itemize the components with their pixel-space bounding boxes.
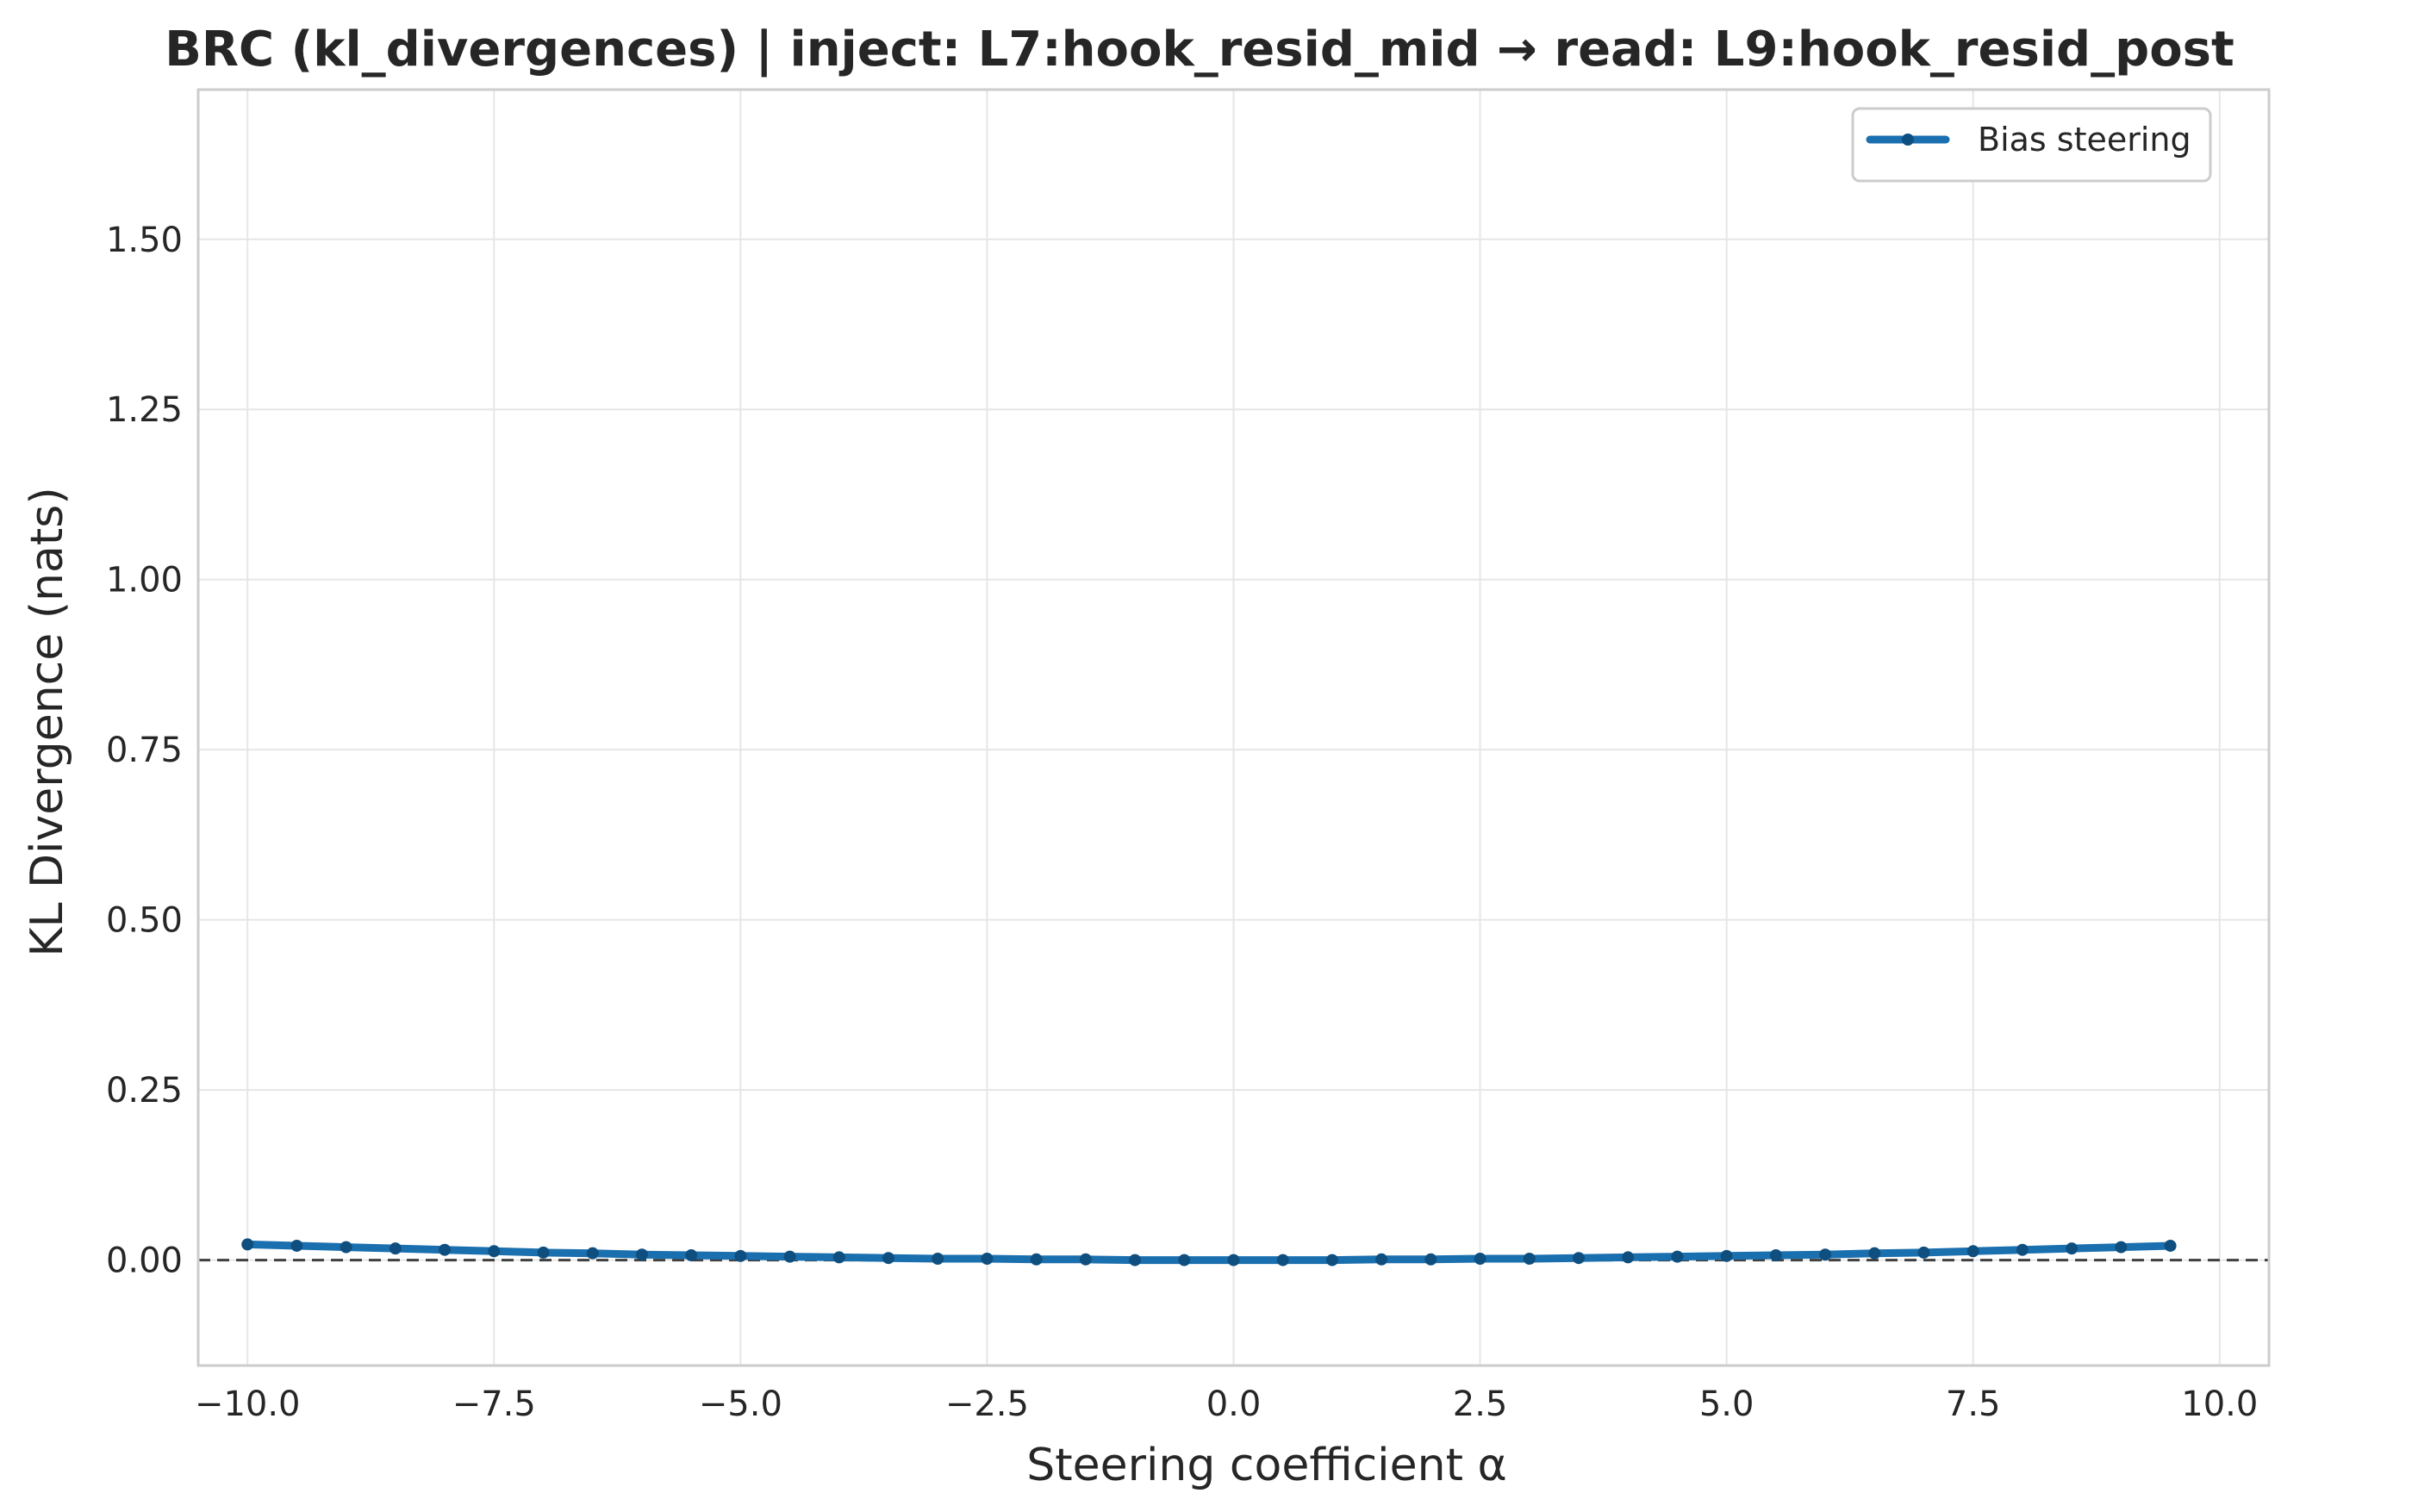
data-point (1622, 1251, 1635, 1264)
data-point (1129, 1254, 1142, 1266)
data-point (537, 1246, 550, 1259)
data-point (932, 1252, 944, 1265)
data-point (439, 1243, 452, 1256)
x-axis-label: Steering coefficient α (1026, 1440, 1507, 1491)
data-point (981, 1252, 994, 1265)
data-point (1573, 1252, 1585, 1265)
legend-box (1851, 107, 2212, 183)
data-point (290, 1239, 303, 1252)
data-point (1819, 1248, 1832, 1261)
data-point (1474, 1252, 1486, 1265)
x-tick-label: 2.5 (1453, 1384, 1508, 1424)
data-point (2115, 1241, 2128, 1254)
data-point (1178, 1254, 1191, 1266)
data-point (389, 1242, 402, 1255)
y-tick-label: 0.75 (106, 731, 183, 770)
y-tick-label: 1.00 (106, 561, 183, 600)
data-point (1868, 1247, 1881, 1260)
data-point (2164, 1239, 2177, 1252)
x-tick-label: −2.5 (945, 1384, 1029, 1424)
x-tick-label: 10.0 (2181, 1384, 2258, 1424)
legend-label-bias-steering: Bias steering (1978, 121, 2191, 159)
chart-title: BRC (kl_divergences) | inject: L7:hook_r… (165, 22, 2234, 78)
data-point (1917, 1246, 1930, 1259)
data-point (340, 1241, 352, 1254)
x-tick-label: −10.0 (195, 1384, 301, 1424)
data-point (832, 1251, 845, 1264)
data-point (586, 1247, 599, 1260)
data-point (635, 1248, 648, 1261)
series-layer (241, 1238, 2177, 1266)
data-point (1079, 1253, 1092, 1266)
y-tick-label: 0.25 (106, 1071, 183, 1111)
data-point (241, 1238, 254, 1251)
y-tick-labels: 0.00 0.25 0.50 0.75 1.00 1.25 1.50 (106, 221, 183, 1281)
data-point (1523, 1252, 1536, 1265)
series-line-bias-steering (243, 1240, 2175, 1265)
x-tick-label: −5.0 (699, 1384, 782, 1424)
legend: Bias steering (1851, 107, 2212, 183)
x-tick-label: −7.5 (452, 1384, 536, 1424)
data-point (882, 1252, 894, 1265)
x-tick-label: 5.0 (1699, 1384, 1754, 1424)
y-tick-label: 0.00 (106, 1241, 183, 1281)
data-point (1966, 1245, 1979, 1258)
data-point (1375, 1253, 1388, 1266)
data-point (783, 1250, 796, 1263)
data-point (734, 1249, 747, 1262)
data-point (2066, 1242, 2079, 1255)
data-point (1720, 1249, 1733, 1262)
plot-frame (196, 88, 2271, 1367)
data-point (488, 1245, 501, 1258)
y-tick-label: 0.50 (106, 901, 183, 941)
legend-marker-swatch (1902, 134, 1914, 146)
data-point (1276, 1254, 1289, 1266)
data-point (1424, 1253, 1437, 1266)
data-point (1325, 1254, 1338, 1266)
data-point (1671, 1250, 1684, 1263)
y-tick-label: 1.50 (106, 221, 183, 260)
data-point (1227, 1254, 1240, 1266)
data-point (685, 1249, 698, 1262)
data-point (1030, 1253, 1043, 1266)
y-tick-label: 1.25 (106, 390, 183, 430)
data-point (1769, 1249, 1782, 1262)
x-tick-labels: −10.0 −7.5 −5.0 −2.5 0.0 2.5 5.0 7.5 10.0 (195, 1384, 2258, 1424)
data-point (2016, 1243, 2029, 1256)
y-axis-label: KL Divergence (nats) (22, 487, 73, 956)
x-tick-label: 0.0 (1206, 1384, 1262, 1424)
x-tick-label: 7.5 (1946, 1384, 2001, 1424)
